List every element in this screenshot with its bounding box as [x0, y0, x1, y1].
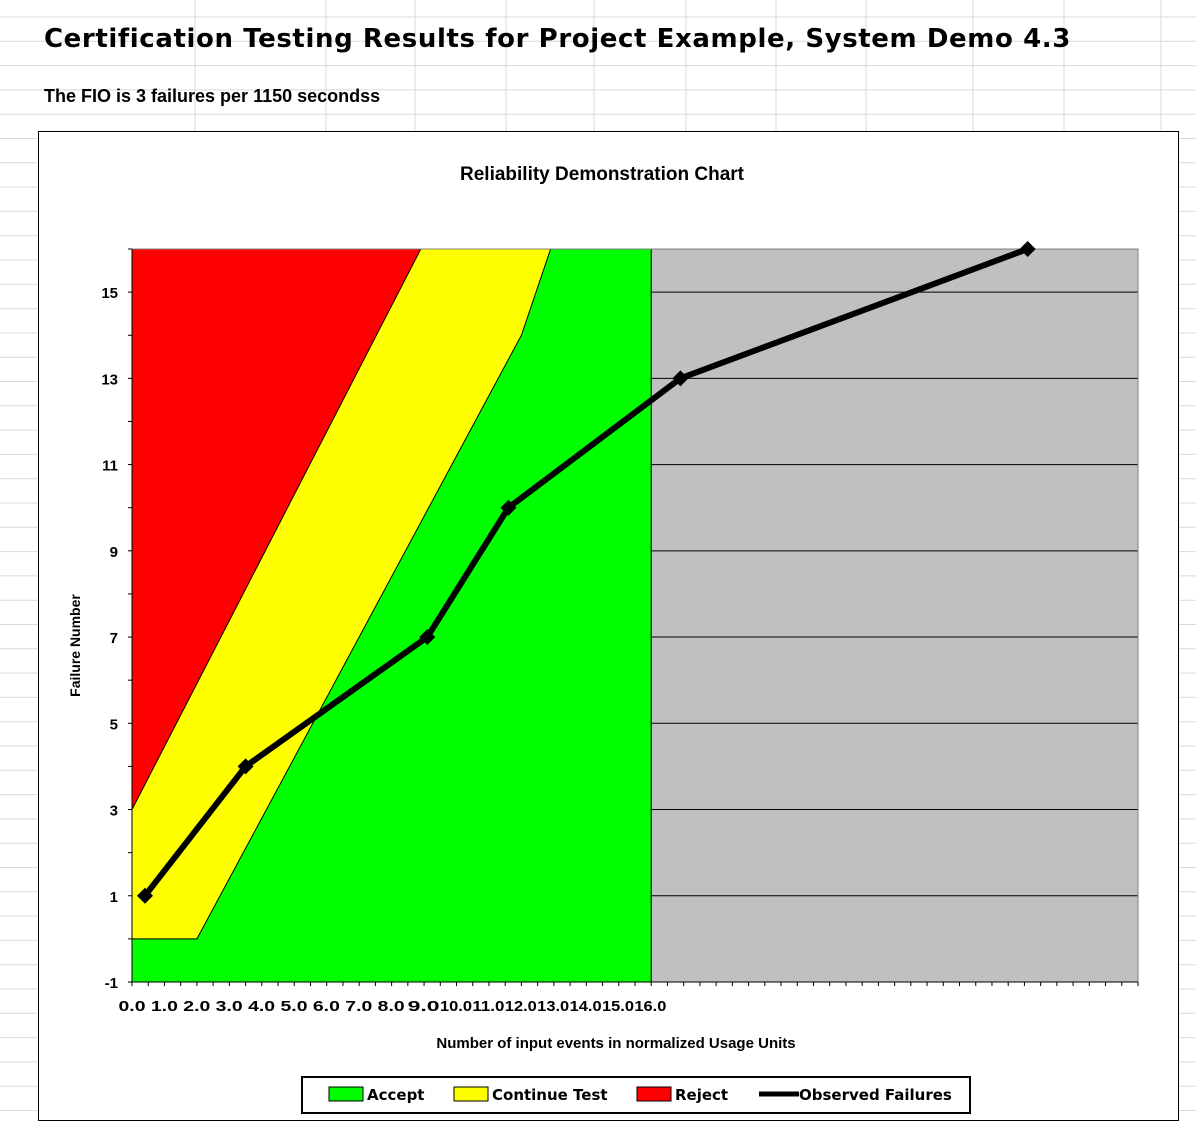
y-tick-label: 13: [101, 371, 118, 388]
observed-failure-point: [672, 370, 689, 387]
x-tick-label: 3.0: [216, 998, 243, 1015]
y-tick-label: 7: [110, 630, 118, 647]
legend-label: Accept: [367, 1086, 424, 1104]
observed-failure-point: [237, 758, 254, 775]
x-tick-label: 9.0: [408, 998, 440, 1015]
reject-boundary-line: [131, 248, 422, 810]
legend-label: Reject: [675, 1086, 728, 1104]
observed-failure-point: [419, 629, 436, 646]
legend-box: [301, 1076, 971, 1114]
legend-swatch-0: [328, 1086, 364, 1102]
x-tick-label: 6.0: [313, 998, 340, 1015]
x-tick-label: 1.0: [151, 998, 178, 1015]
y-axis-label: Failure Number: [67, 594, 83, 697]
x-tick-label: 7.0: [345, 998, 372, 1015]
y-tick-label: -1: [105, 975, 118, 992]
chart-frame[interactable]: 15 13 11 9 7 5 3 1 -1 0.0 1.0 2.0 3.0 4.0 5.0 6.0 7.0 8.0…: [38, 131, 1179, 1121]
x-axis-label: Number of input events in normalized Usa…: [436, 1035, 795, 1052]
y-tick-label: 15: [101, 285, 118, 302]
page-title: Certification Testing Results for Projec…: [44, 24, 1071, 54]
page-subtitle: The FIO is 3 failures per 1150 secondss: [44, 86, 381, 106]
x-tick-label: 13.0: [537, 998, 569, 1015]
accept-boundary-line: [132, 248, 552, 940]
x-tick-label: 10.0: [440, 998, 472, 1015]
x-tick-label: 8.0: [378, 998, 405, 1015]
reliability-chart: 15 13 11 9 7 5 3 1 -10.0 1.0 2.0 3.0 4.0 5.0 6.0 7.0 8.0…: [67, 164, 1139, 1114]
x-tick-label: 14.0: [570, 998, 602, 1015]
x-tick-label: 2.0: [183, 998, 210, 1015]
legend-label: Observed Failures: [799, 1086, 952, 1104]
x-tick-label: 16.0: [634, 998, 666, 1015]
y-tick-label: 9: [110, 544, 118, 561]
x-tick-label: 5.0: [281, 998, 308, 1015]
y-tick-label: 3: [110, 803, 118, 820]
legend-swatch-1: [453, 1086, 489, 1102]
chart-title: Reliability Demonstration Chart: [460, 164, 745, 185]
legend-label: Continue Test: [492, 1086, 608, 1104]
x-tick-label: 11.0: [472, 998, 504, 1015]
y-tick-label: 11: [102, 458, 118, 475]
y-tick-label: 1: [110, 889, 118, 906]
x-tick-label: 12.0: [505, 998, 537, 1015]
observed-failure-point: [136, 887, 153, 904]
observed-failure-point: [500, 499, 517, 516]
x-tick-label: 0.0: [119, 998, 146, 1015]
legend-swatch-2: [636, 1086, 672, 1102]
gray-region: [651, 249, 1138, 982]
y-tick-label: 5: [110, 716, 118, 733]
x-tick-label: 4.0: [248, 998, 275, 1015]
x-tick-label: 15.0: [602, 998, 634, 1015]
observed-failure-point: [1019, 241, 1036, 257]
observed-failures-line: [142, 246, 1029, 898]
legend: Accept Continue Test Reject Observed Failur…: [301, 1076, 971, 1114]
